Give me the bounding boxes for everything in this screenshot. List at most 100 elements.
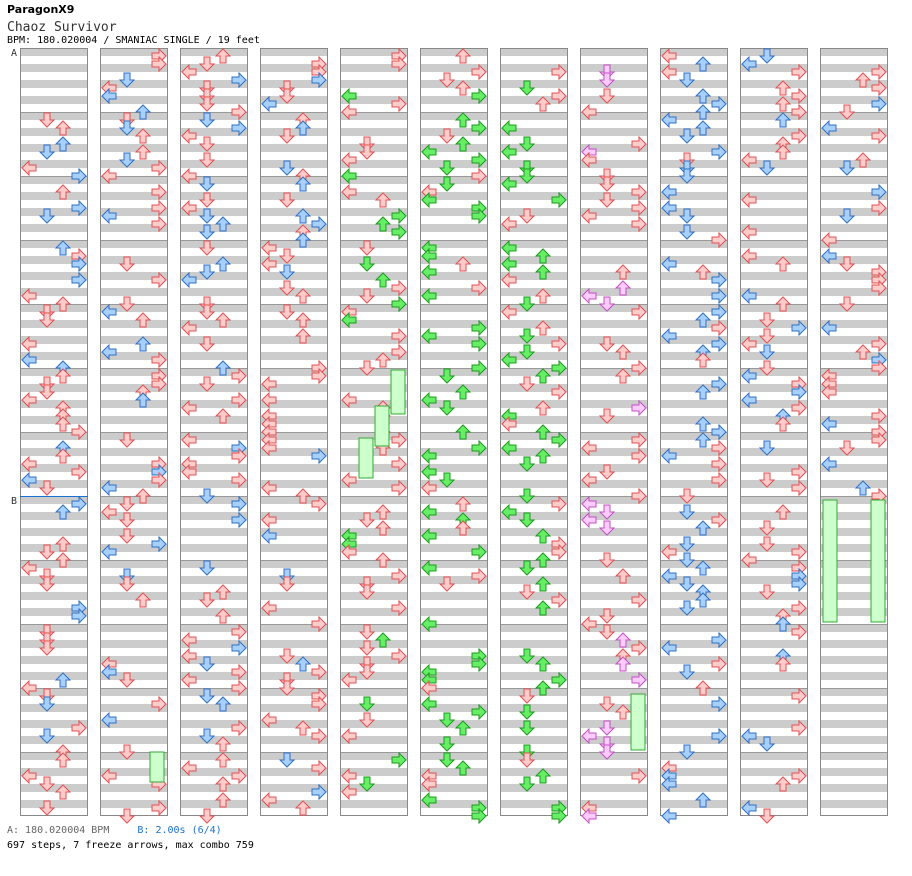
beat-band <box>100 656 168 664</box>
beat-band <box>180 176 248 184</box>
down-arrow <box>118 528 136 544</box>
left-arrow <box>501 215 517 233</box>
beat-band <box>180 400 248 408</box>
beat-band <box>660 544 728 552</box>
down-arrow <box>358 696 376 712</box>
beat-band <box>420 720 488 728</box>
beat-band <box>820 560 888 568</box>
beat-band <box>740 208 808 216</box>
left-arrow <box>501 175 517 193</box>
down-arrow <box>278 648 296 664</box>
right-arrow <box>711 695 727 713</box>
beat-band <box>740 448 808 456</box>
beat-band <box>500 432 568 440</box>
beat-band <box>420 144 488 152</box>
beat-band <box>820 432 888 440</box>
beat-band <box>340 416 408 424</box>
beat-band <box>740 464 808 472</box>
beat-band <box>20 528 88 536</box>
up-arrow <box>54 416 72 432</box>
left-arrow <box>261 479 277 497</box>
beat-band <box>20 64 88 72</box>
right-arrow <box>231 103 247 121</box>
up-arrow <box>534 320 552 336</box>
beat-band <box>420 368 488 376</box>
right-arrow <box>551 191 567 209</box>
beat-band <box>500 192 568 200</box>
freeze-arrow <box>149 751 165 783</box>
up-arrow <box>134 488 152 504</box>
beat-band <box>500 384 568 392</box>
beat-band <box>580 736 648 744</box>
beat-band <box>820 304 888 312</box>
beat-band <box>580 608 648 616</box>
beat-band <box>340 624 408 632</box>
beat-band <box>500 672 568 680</box>
beat-band <box>740 352 808 360</box>
up-arrow <box>774 256 792 272</box>
beat-band <box>660 704 728 712</box>
left-arrow <box>181 399 197 417</box>
beat-band <box>260 368 328 376</box>
right-arrow <box>711 271 727 289</box>
down-arrow <box>38 544 56 560</box>
down-arrow <box>518 136 536 152</box>
right-arrow <box>791 623 807 641</box>
down-arrow <box>598 552 616 568</box>
beat-band <box>260 496 328 504</box>
beat-band <box>20 400 88 408</box>
freeze-arrow <box>822 499 838 623</box>
beat-band <box>580 624 648 632</box>
down-arrow <box>278 248 296 264</box>
left-arrow <box>421 447 437 465</box>
beat-band <box>660 432 728 440</box>
beat-band <box>580 224 648 232</box>
left-arrow <box>821 319 837 337</box>
left-arrow <box>261 239 277 257</box>
right-arrow <box>551 87 567 105</box>
right-arrow <box>711 631 727 649</box>
up-arrow <box>774 112 792 128</box>
right-arrow <box>631 671 647 689</box>
up-arrow <box>854 152 872 168</box>
down-arrow <box>598 336 616 352</box>
up-arrow <box>774 616 792 632</box>
down-arrow <box>758 160 776 176</box>
beat-band <box>180 688 248 696</box>
beat-band <box>340 176 408 184</box>
right-arrow <box>231 367 247 385</box>
beat-band <box>340 400 408 408</box>
beat-band <box>260 752 328 760</box>
beat-band <box>100 96 168 104</box>
beat-band <box>260 80 328 88</box>
down-arrow <box>758 584 776 600</box>
beat-band <box>820 656 888 664</box>
up-arrow <box>534 552 552 568</box>
chart-column <box>340 47 408 816</box>
left-arrow <box>341 391 357 409</box>
beat-band <box>500 64 568 72</box>
beat-band <box>260 768 328 776</box>
right-arrow <box>231 767 247 785</box>
left-arrow <box>741 287 757 305</box>
left-arrow <box>21 351 37 369</box>
beat-band <box>100 640 168 648</box>
beat-band <box>740 672 808 680</box>
up-arrow <box>534 656 552 672</box>
left-arrow <box>501 255 517 273</box>
down-arrow <box>358 240 376 256</box>
beat-band <box>100 800 168 808</box>
up-arrow <box>214 792 232 808</box>
up-arrow <box>214 216 232 232</box>
down-arrow <box>678 744 696 760</box>
up-arrow <box>134 104 152 120</box>
beat-band <box>180 384 248 392</box>
beat-band <box>20 752 88 760</box>
up-arrow <box>134 144 152 160</box>
up-arrow <box>54 296 72 312</box>
down-arrow <box>598 696 616 712</box>
right-arrow <box>711 471 727 489</box>
beat-band <box>740 800 808 808</box>
beat-band <box>100 384 168 392</box>
